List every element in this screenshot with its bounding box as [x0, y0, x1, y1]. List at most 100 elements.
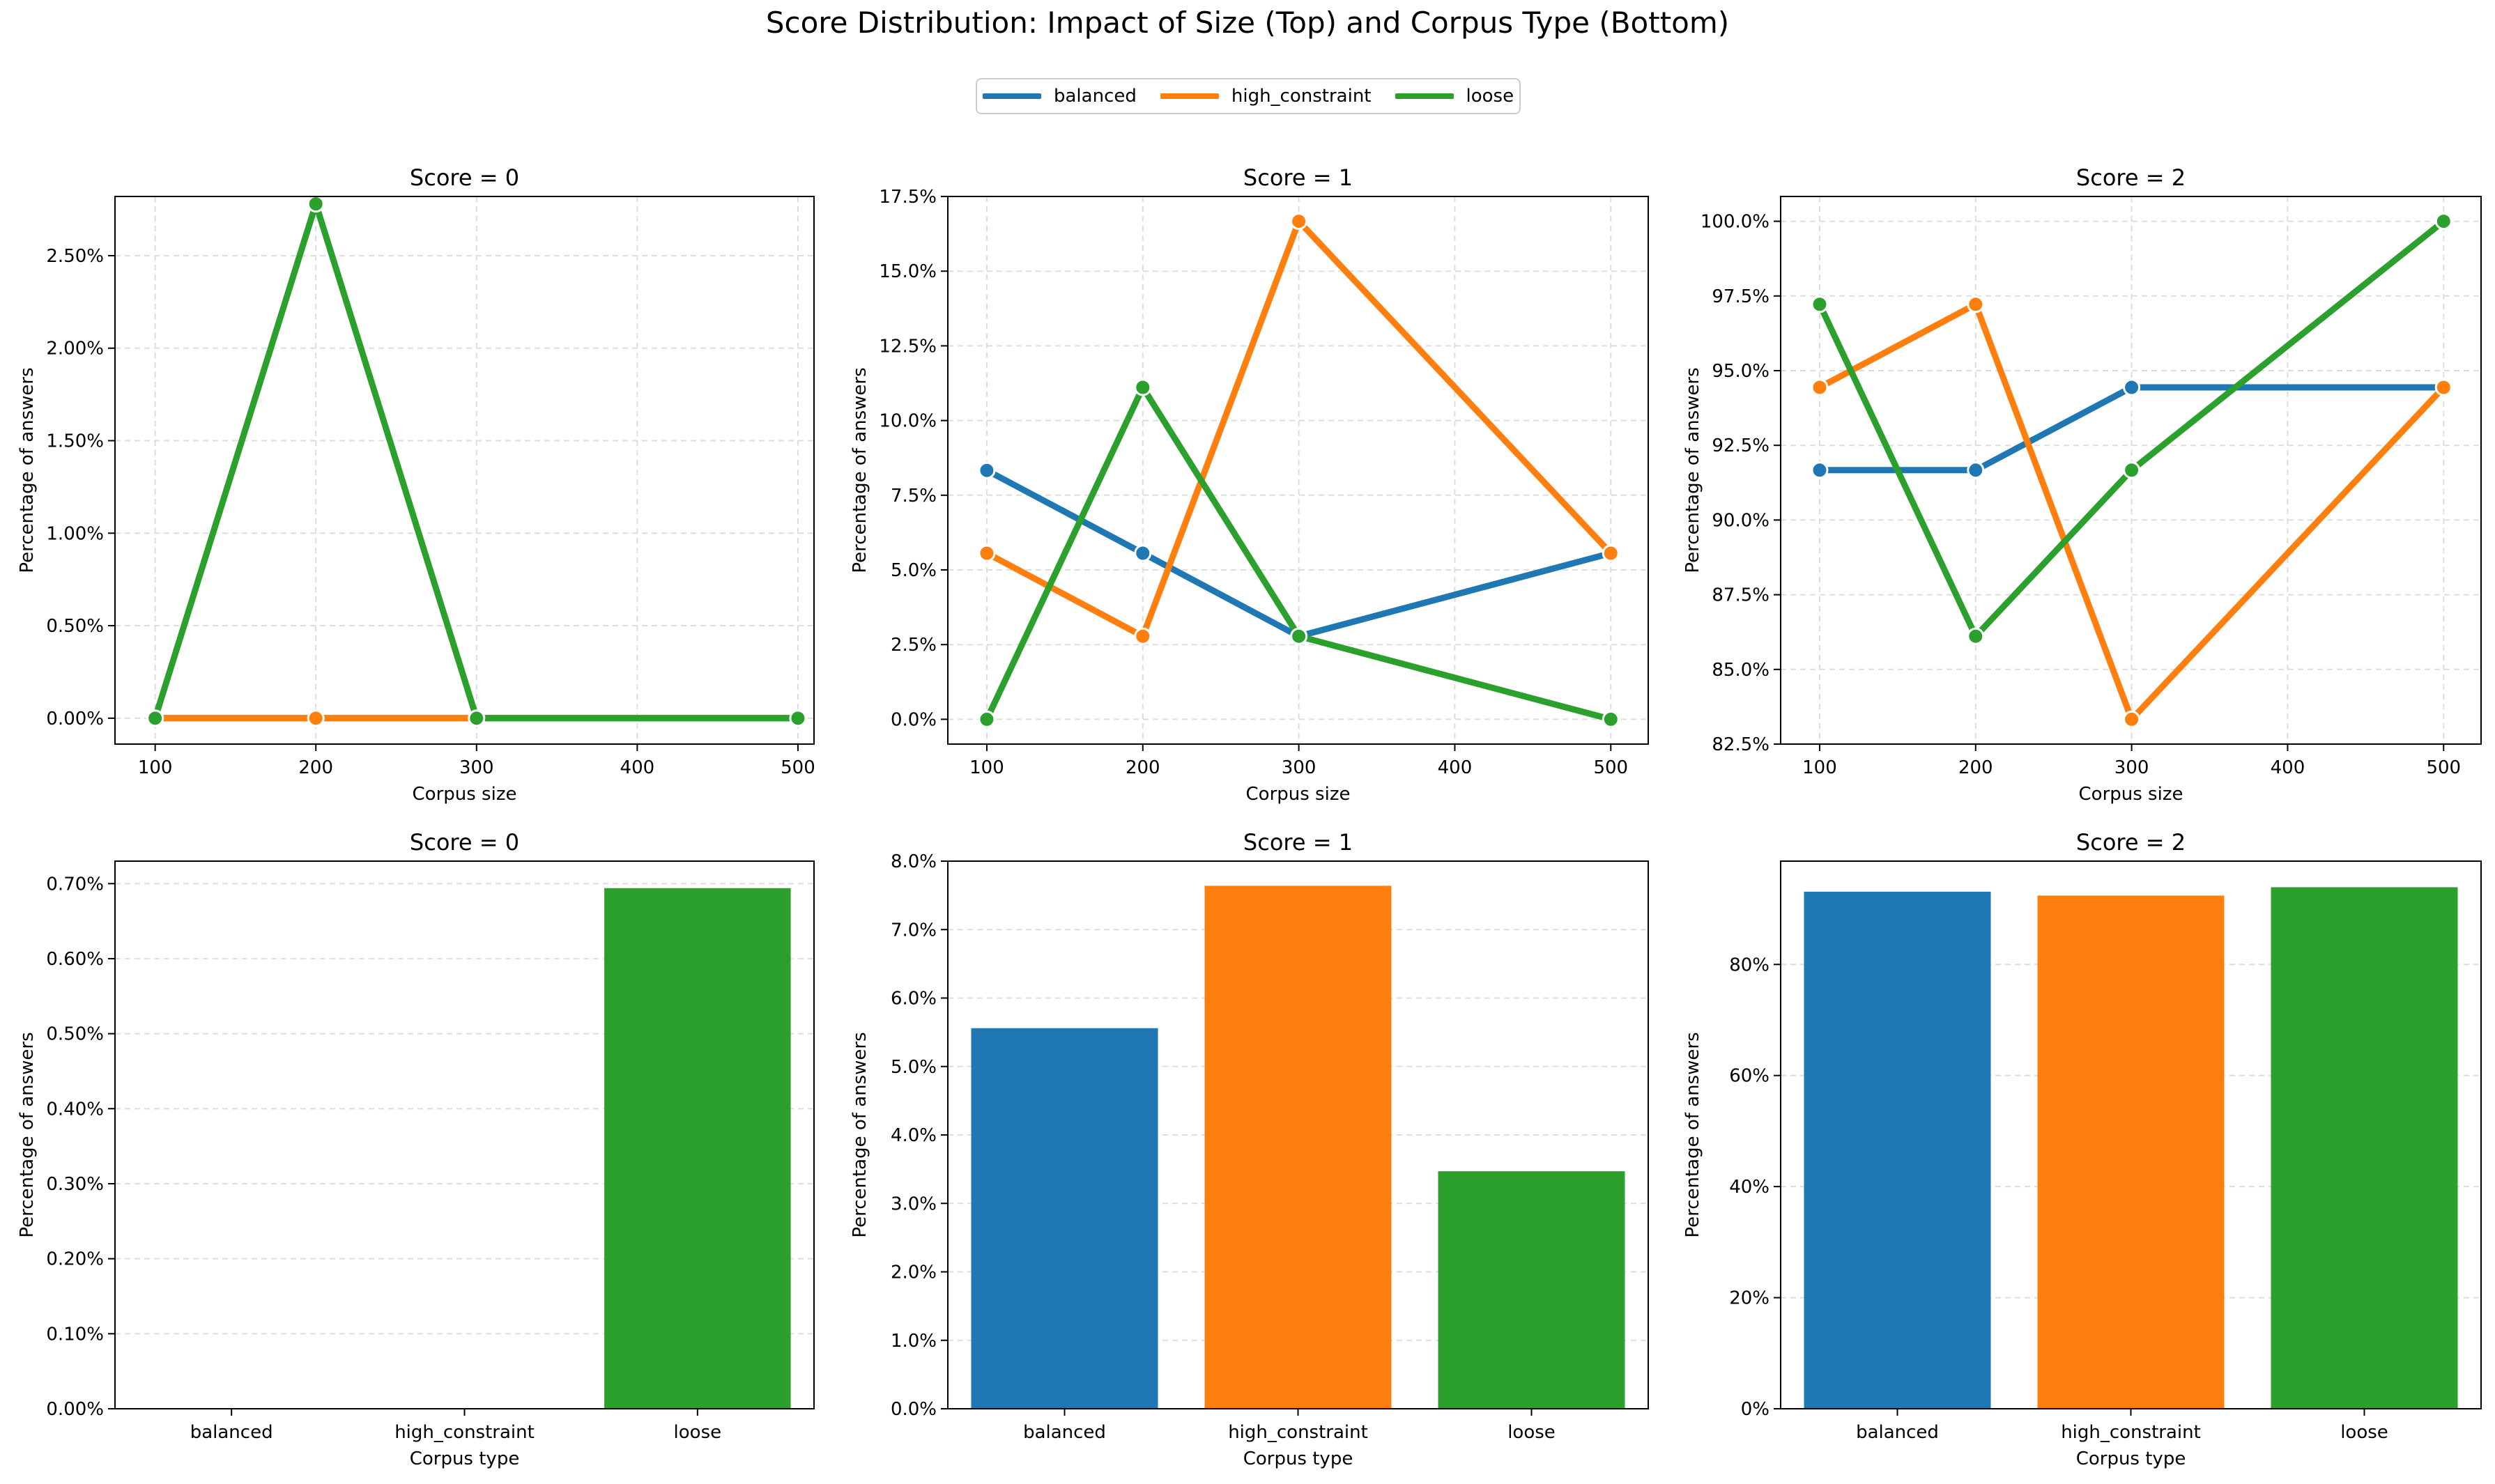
y-tick-label: 0.20% — [46, 1249, 104, 1270]
x-tick-label: 300 — [2114, 757, 2149, 778]
point-loose-200 — [307, 195, 325, 213]
point-loose-300 — [1290, 627, 1308, 645]
point-high-constraint-100 — [978, 544, 996, 562]
legend-label-high-constraint: high_constraint — [1231, 86, 1372, 107]
x-tick-label: 200 — [1958, 757, 1993, 778]
subplot-title: Score = 1 — [1243, 829, 1353, 856]
x-tick-label: 500 — [2426, 757, 2461, 778]
point-balanced-100 — [978, 461, 996, 479]
x-axis-label: Corpus size — [1246, 784, 1351, 805]
y-tick-label: 0.0% — [891, 1399, 937, 1420]
y-tick-label: 1.50% — [46, 431, 104, 452]
legend-item-high-constraint: high_constraint — [1160, 86, 1372, 107]
y-tick-label: 95.0% — [1712, 361, 1769, 382]
series-line-loose — [1816, 218, 2447, 640]
y-tick-label: 0.50% — [46, 1024, 104, 1045]
series-line-high-constraint — [983, 218, 1614, 640]
y-tick-label: 40% — [1729, 1177, 1769, 1198]
y-tick-label: 1.0% — [891, 1331, 937, 1352]
series-line-balanced — [983, 467, 1614, 640]
x-tick-label: high_constraint — [1228, 1422, 1368, 1443]
x-axis-label: Corpus size — [413, 784, 517, 805]
y-tick-label: 100.0% — [1701, 212, 1769, 233]
y-tick-label: 4.0% — [891, 1125, 937, 1146]
subplot-2: 0.0% 2.5% 5.0% 7.5% 10.0% 12.5% 15.0% 17.5% 100 2… — [850, 164, 1649, 805]
point-balanced-200 — [1134, 544, 1152, 562]
x-tick-label: 100 — [969, 757, 1004, 778]
bar-high-constraint — [2037, 895, 2225, 1409]
point-loose-100 — [978, 710, 996, 728]
y-tick-label: 0.0% — [891, 709, 937, 730]
point-high-constraint-200 — [1134, 627, 1152, 645]
legend-item-loose: loose — [1395, 86, 1514, 107]
x-tick-label: balanced — [1856, 1422, 1939, 1443]
subplot-6: 0% 20% 40% 60% 80% balanced high_constraint loo… — [1682, 829, 2482, 1469]
legend-label-loose: loose — [1466, 86, 1514, 107]
legend-swatch-loose — [1395, 93, 1454, 99]
point-loose-200 — [1967, 627, 1985, 645]
y-tick-label: 0.70% — [46, 874, 104, 895]
series-line-loose — [152, 201, 801, 722]
x-tick-label: 400 — [1438, 757, 1473, 778]
y-axis-label: Percentage of answers — [1682, 1032, 1703, 1237]
x-tick-label: high_constraint — [394, 1422, 535, 1443]
x-axis-label: Corpus size — [2079, 784, 2183, 805]
x-tick-label: loose — [1507, 1422, 1556, 1443]
x-tick-label: 300 — [1282, 757, 1316, 778]
y-tick-label: 80% — [1729, 954, 1769, 975]
y-tick-label: 0.00% — [46, 709, 104, 729]
x-tick-label: balanced — [190, 1422, 273, 1443]
legend-swatch-balanced — [983, 93, 1041, 99]
bar-loose — [604, 888, 791, 1409]
point-loose-500 — [789, 709, 807, 727]
y-tick-label: 2.50% — [46, 246, 104, 267]
axes-frame — [1780, 196, 2482, 745]
bar-balanced — [971, 1028, 1158, 1409]
point-high-constraint-500 — [1602, 544, 1620, 562]
y-axis-label: Percentage of answers — [850, 367, 870, 573]
y-tick-label: 0.50% — [46, 616, 104, 637]
point-high-constraint-500 — [2434, 378, 2452, 396]
x-tick-label: 400 — [2271, 757, 2305, 778]
y-tick-label: 3.0% — [891, 1193, 937, 1214]
x-axis-label: Corpus type — [410, 1448, 520, 1469]
legend-swatch-high-constraint — [1160, 93, 1219, 99]
y-axis-label: Percentage of answers — [1682, 367, 1703, 573]
y-tick-label: 60% — [1729, 1066, 1769, 1087]
x-tick-label: balanced — [1023, 1422, 1106, 1443]
subplot-3: 82.5% 85.0% 87.5% 90.0% 92.5% 95.0% 97.5% 100.0… — [1682, 164, 2482, 805]
axes-frame — [947, 196, 1649, 745]
y-tick-label: 87.5% — [1712, 585, 1769, 606]
series-line-loose — [983, 384, 1614, 722]
point-balanced-200 — [1967, 461, 1985, 479]
subplot-title: Score = 0 — [410, 164, 519, 191]
y-tick-label: 0.40% — [46, 1099, 104, 1120]
point-loose-100 — [146, 709, 164, 727]
point-high-constraint-200 — [307, 709, 325, 727]
y-tick-label: 5.0% — [891, 1057, 937, 1078]
point-loose-300 — [468, 709, 486, 727]
y-axis-label: Percentage of answers — [17, 1032, 38, 1237]
legend-item-balanced: balanced — [983, 86, 1137, 107]
figure-title: Score Distribution: Impact of Size (Top)… — [765, 6, 1730, 40]
subplot-title: Score = 2 — [2076, 829, 2186, 856]
y-tick-label: 0.00% — [46, 1399, 104, 1420]
subplot-1: 0.00% 0.50% 1.00% 1.50% 2.00% 2.50% 100 200 300 4… — [17, 164, 815, 805]
x-tick-label: 500 — [781, 757, 815, 778]
point-high-constraint-300 — [2123, 710, 2141, 728]
x-tick-label: 200 — [1126, 757, 1160, 778]
x-tick-label: 300 — [459, 757, 494, 778]
point-loose-200 — [1134, 378, 1152, 396]
point-high-constraint-200 — [1967, 295, 1985, 314]
x-tick-label: 500 — [1593, 757, 1628, 778]
point-high-constraint-100 — [1811, 378, 1829, 396]
y-tick-label: 7.0% — [891, 920, 937, 941]
x-axis-label: Corpus type — [1243, 1448, 1353, 1469]
bar-high-constraint — [1204, 886, 1392, 1409]
y-tick-label: 8.0% — [891, 851, 937, 872]
y-tick-label: 20% — [1729, 1288, 1769, 1309]
x-tick-label: 100 — [1802, 757, 1837, 778]
subplot-title: Score = 0 — [410, 829, 519, 856]
point-balanced-100 — [1811, 461, 1829, 479]
